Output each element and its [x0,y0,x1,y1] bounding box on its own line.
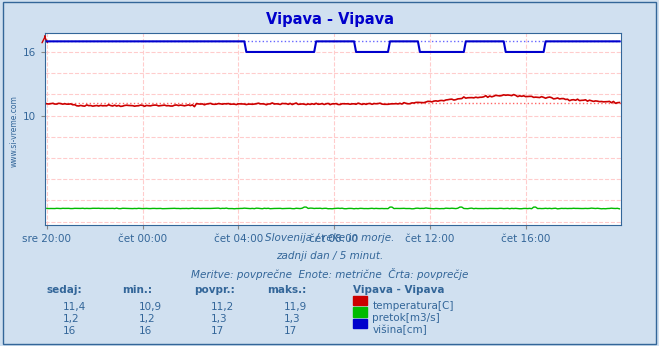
Text: maks.:: maks.: [267,285,306,295]
Text: 1,3: 1,3 [283,314,300,324]
Text: Vipava - Vipava: Vipava - Vipava [353,285,444,295]
Text: min.:: min.: [122,285,152,295]
Text: 17: 17 [283,326,297,336]
Text: 10,9: 10,9 [138,302,161,312]
Text: Vipava - Vipava: Vipava - Vipava [266,12,393,27]
Text: 11,2: 11,2 [211,302,234,312]
Text: Slovenija / reke in morje.: Slovenija / reke in morje. [265,233,394,243]
Text: zadnji dan / 5 minut.: zadnji dan / 5 minut. [276,251,383,261]
Text: Meritve: povprečne  Enote: metrične  Črta: povprečje: Meritve: povprečne Enote: metrične Črta:… [191,268,468,281]
Text: 1,3: 1,3 [211,314,227,324]
Text: 11,9: 11,9 [283,302,306,312]
Text: 1,2: 1,2 [138,314,155,324]
Text: 16: 16 [63,326,76,336]
Text: pretok[m3/s]: pretok[m3/s] [372,313,440,323]
Text: 11,4: 11,4 [63,302,86,312]
Text: 16: 16 [138,326,152,336]
Text: 17: 17 [211,326,224,336]
Text: www.si-vreme.com: www.si-vreme.com [10,95,19,167]
Text: povpr.:: povpr.: [194,285,235,295]
Text: temperatura[C]: temperatura[C] [372,301,454,311]
Text: višina[cm]: višina[cm] [372,325,427,335]
Text: 1,2: 1,2 [63,314,79,324]
Text: sedaj:: sedaj: [46,285,82,295]
